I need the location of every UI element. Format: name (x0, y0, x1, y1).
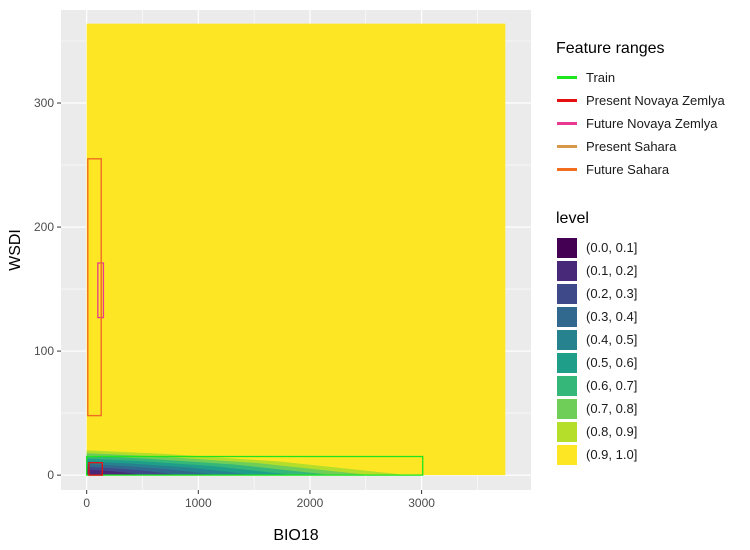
level-legend-item: (0.9, 1.0] (556, 443, 637, 466)
y-tick-label: 100 (34, 344, 54, 358)
x-tick-label: 3000 (408, 496, 435, 510)
legend-fill-key (556, 259, 578, 282)
feature-legend-item: Future Novaya Zemlya (556, 112, 725, 135)
feature-legend-item: Present Novaya Zemlya (556, 89, 725, 112)
range-rect-train (86, 455, 424, 476)
level-legend-label: (0.5, 0.6] (586, 355, 638, 370)
x-tick-label: 2000 (297, 496, 324, 510)
level-legend-item: (0.3, 0.4] (556, 305, 637, 328)
feature-legend-item: Future Sahara (556, 158, 725, 181)
legend-fill-key (556, 351, 578, 374)
level-legend-label: (0.2, 0.3] (586, 286, 638, 301)
level-legend-item: (0.6, 0.7] (556, 374, 637, 397)
feature-ranges-legend: Feature ranges Train Present Novaya Zemly… (556, 40, 725, 181)
contour-level-0.9-1.0 (86, 23, 506, 476)
legend-fill-key (556, 328, 578, 351)
legend-fill-key (556, 443, 578, 466)
x-axis-title: BIO18 (273, 527, 318, 544)
feature-legend-item: Present Sahara (556, 135, 725, 158)
level-legend-item: (0.5, 0.6] (556, 351, 637, 374)
x-tick-label: 0 (83, 496, 90, 510)
legend-fill-key (556, 420, 578, 443)
level-legend-label: (0.3, 0.4] (586, 309, 638, 324)
y-axis-title: WSDI (7, 229, 24, 271)
level-legend-item: (0.1, 0.2] (556, 259, 637, 282)
level-legend-item: (0.2, 0.3] (556, 282, 637, 305)
feature-legend-item: Train (556, 66, 725, 89)
feature-legend-label: Present Sahara (586, 139, 677, 154)
legend-fill-key (556, 282, 578, 305)
level-legend-item: (0.7, 0.8] (556, 397, 637, 420)
level-legend-title: level (556, 210, 589, 227)
level-legend-label: (0.9, 1.0] (586, 447, 638, 462)
legend-fill-key (556, 236, 578, 259)
feature-ranges-legend-title: Feature ranges (556, 40, 665, 57)
y-tick-label: 300 (34, 96, 54, 110)
legend-fill-key (556, 305, 578, 328)
level-legend: level (0.0, 0.1] (0.1, 0.2] (0.2, 0.3] (0.3… (556, 210, 637, 466)
legend-line-key (556, 89, 578, 112)
legend-fill-key (556, 374, 578, 397)
level-legend-item: (0.0, 0.1] (556, 236, 637, 259)
feature-legend-label: Present Novaya Zemlya (586, 93, 725, 108)
level-legend-item: (0.4, 0.5] (556, 328, 637, 351)
feature-legend-label: Train (586, 70, 616, 85)
level-legend-label: (0.7, 0.8] (586, 401, 638, 416)
feature-legend-label: Future Novaya Zemlya (586, 116, 718, 131)
level-legend-label: (0.6, 0.7] (586, 378, 638, 393)
y-tick-label: 200 (34, 220, 54, 234)
level-legend-label: (0.4, 0.5] (586, 332, 638, 347)
contour-level-0.1-0.2 (86, 469, 144, 476)
level-legend-label: (0.8, 0.9] (586, 424, 638, 439)
legend-line-key (556, 112, 578, 135)
x-tick-label: 1000 (185, 496, 212, 510)
legend-line-key (556, 135, 578, 158)
feature-legend-label: Future Sahara (586, 162, 670, 177)
level-legend-label: (0.0, 0.1] (586, 240, 638, 255)
y-tick-label: 0 (47, 468, 54, 482)
legend-line-key (556, 66, 578, 89)
level-legend-label: (0.1, 0.2] (586, 263, 638, 278)
legend-line-key (556, 158, 578, 181)
level-legend-item: (0.8, 0.9] (556, 420, 637, 443)
legend-fill-key (556, 397, 578, 420)
range-rect-future-sahara (87, 158, 102, 417)
range-rect-present-novaya-zemlya (88, 462, 103, 476)
